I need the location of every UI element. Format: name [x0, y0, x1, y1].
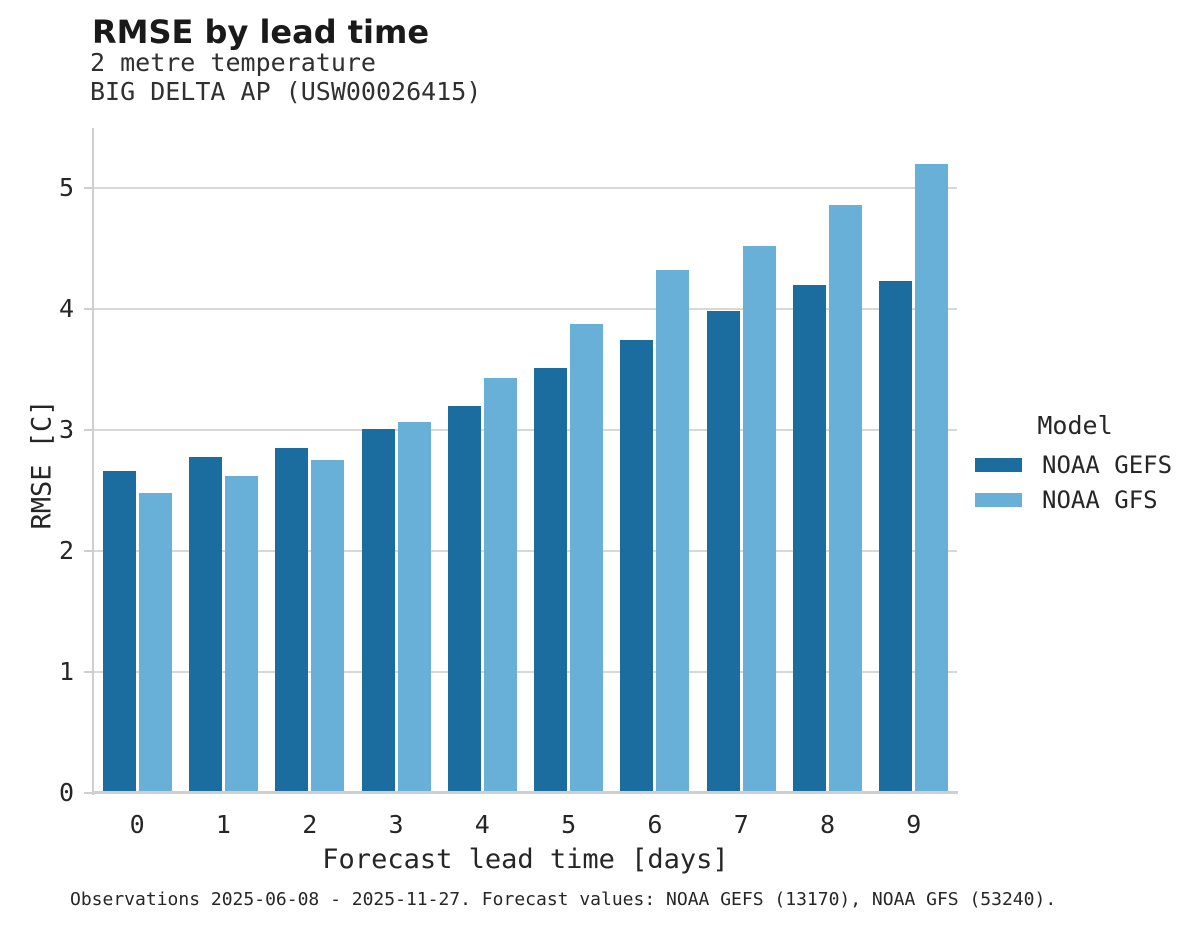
- gridline-y-2: [94, 550, 957, 552]
- bar-noaa-gfs-lead-1: [224, 475, 258, 793]
- bar-noaa-gefs-lead-5: [534, 368, 568, 793]
- chart-subtitle: 2 metre temperature BIG DELTA AP (USW000…: [90, 48, 481, 106]
- y-tick-label: 2: [58, 536, 74, 565]
- legend-title: Model: [1037, 411, 1113, 440]
- bar-noaa-gefs-lead-8: [793, 284, 827, 793]
- x-tick-label: 1: [215, 810, 231, 839]
- y-tick-label: 0: [58, 778, 74, 807]
- bar-noaa-gfs-lead-6: [656, 270, 690, 793]
- y-tick-label: 4: [58, 294, 74, 323]
- bar-noaa-gfs-lead-0: [138, 492, 172, 793]
- y-tick-mark-1: [84, 671, 92, 673]
- chart-subtitle-line-1: 2 metre temperature: [90, 48, 376, 77]
- chart-title: RMSE by lead time: [92, 13, 430, 51]
- x-axis-line: [92, 791, 958, 794]
- x-tick-label: 2: [302, 810, 318, 839]
- x-tick-label: 0: [129, 810, 145, 839]
- y-tick-label: 1: [58, 657, 74, 686]
- x-tick-label: 5: [561, 810, 577, 839]
- bar-noaa-gefs-lead-6: [620, 340, 654, 793]
- x-tick-label: 4: [474, 810, 490, 839]
- bar-noaa-gfs-lead-2: [311, 460, 345, 793]
- y-tick-mark-3: [84, 429, 92, 431]
- bar-noaa-gefs-lead-2: [275, 448, 309, 793]
- legend-item-noaa-gfs: NOAA GFS: [975, 482, 1175, 517]
- y-tick-mark-2: [84, 550, 92, 552]
- gridline-y-4: [94, 308, 957, 310]
- bar-noaa-gefs-lead-4: [447, 405, 481, 793]
- gridline-y-5: [94, 187, 957, 189]
- gridline-y-1: [94, 671, 957, 673]
- y-axis-spine: [92, 128, 94, 795]
- x-axis-label: Forecast lead time [days]: [322, 844, 729, 875]
- bar-noaa-gfs-lead-9: [915, 163, 949, 793]
- x-tick-label: 3: [388, 810, 404, 839]
- y-tick-label: 5: [58, 173, 74, 202]
- chart-subtitle-line-2: BIG DELTA AP (USW00026415): [90, 77, 482, 106]
- x-tick-label: 6: [647, 810, 663, 839]
- footer-note: Observations 2025-06-08 - 2025-11-27. Fo…: [70, 889, 1057, 910]
- bar-noaa-gfs-lead-8: [829, 204, 863, 793]
- y-tick-label: 3: [58, 415, 74, 444]
- y-tick-mark-4: [84, 308, 92, 310]
- bar-noaa-gefs-lead-0: [102, 471, 136, 793]
- legend-swatch-noaa-gefs: [975, 457, 1022, 472]
- bar-noaa-gfs-lead-7: [742, 246, 776, 793]
- bar-noaa-gfs-lead-3: [397, 421, 431, 793]
- x-tick-label: 8: [820, 810, 836, 839]
- legend-entries: NOAA GEFS NOAA GFS: [975, 447, 1175, 517]
- legend: Model NOAA GEFS NOAA GFS: [975, 410, 1175, 517]
- legend-swatch-noaa-gfs: [975, 492, 1022, 507]
- bar-noaa-gfs-lead-5: [570, 323, 604, 793]
- y-tick-mark-5: [84, 187, 92, 189]
- legend-label: NOAA GFS: [1042, 485, 1158, 514]
- bar-noaa-gefs-lead-1: [188, 456, 222, 793]
- y-tick-mark-0: [84, 792, 92, 794]
- gridline-y-3: [94, 429, 957, 431]
- x-tick-label: 7: [733, 810, 749, 839]
- bar-noaa-gfs-lead-4: [483, 377, 517, 793]
- legend-item-noaa-gefs: NOAA GEFS: [975, 447, 1175, 482]
- legend-label: NOAA GEFS: [1042, 450, 1173, 479]
- bar-noaa-gefs-lead-9: [879, 281, 913, 793]
- x-tick-label: 9: [906, 810, 922, 839]
- bar-noaa-gefs-lead-7: [706, 311, 740, 793]
- bar-noaa-gefs-lead-3: [361, 428, 395, 793]
